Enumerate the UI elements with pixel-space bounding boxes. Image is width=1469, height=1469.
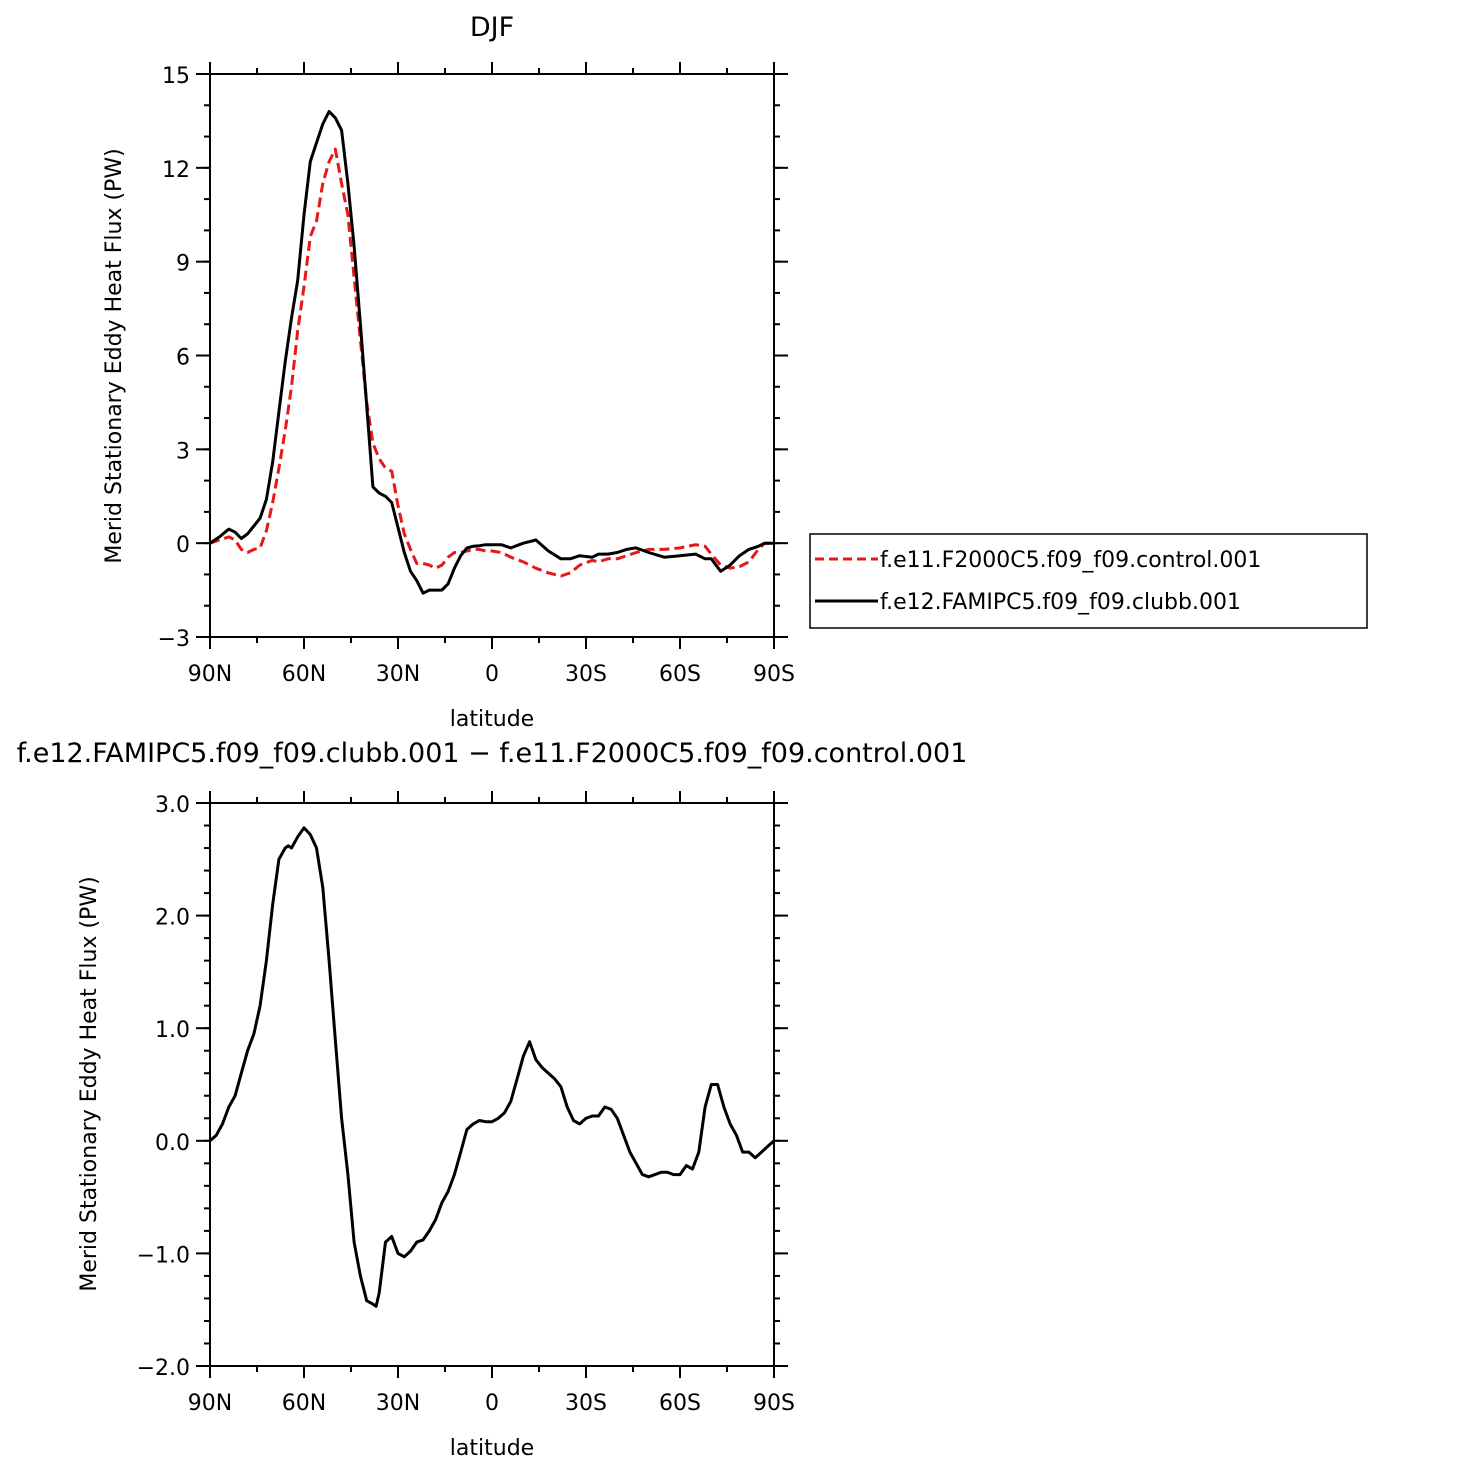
top-x-tick-label: 90N (188, 662, 232, 687)
top-x-tick-label: 60S (659, 662, 701, 687)
bottom-y-tick-label: 3.0 (155, 793, 190, 818)
bottom-x-tick-label: 30N (376, 1391, 420, 1416)
legend-label-control: f.e11.F2000C5.f09_f09.control.001 (880, 548, 1261, 573)
bottom-series-line-0 (209, 826, 775, 1308)
legend: f.e11.F2000C5.f09_f09.control.001 f.e12.… (809, 533, 1368, 629)
bottom-y-tick-label: 1.0 (155, 1018, 190, 1043)
top-y-tick-label: 9 (176, 252, 190, 277)
bottom-panel: f.e12.FAMIPC5.f09_f09.clubb.001 − f.e11.… (17, 738, 968, 1461)
bottom-plot-frame (209, 802, 775, 1367)
top-series-line-0 (209, 147, 774, 578)
bottom-axes: 90N 60N 30N 0 30S 60S 90S −2.0 −1.0 0.0 1.0 2.0 3.0 (137, 791, 795, 1416)
top-chart-title: DJF (470, 12, 514, 43)
bottom-x-tick-label: 0 (485, 1391, 499, 1416)
top-y-tick-label: 6 (176, 346, 190, 371)
top-axes: 90N 60N 30N 0 30S 60S 90S −3 0 3 6 9 12 15 (158, 62, 795, 687)
bottom-y-tick-label: 2.0 (155, 906, 190, 931)
bottom-x-tick-label: 90N (188, 1391, 232, 1416)
bottom-y-tick-label: −2.0 (137, 1356, 190, 1381)
bottom-y-axis-label: Merid Stationary Eddy Heat Flux (PW) (77, 876, 102, 1291)
top-y-tick-label: 3 (176, 439, 190, 464)
bottom-x-tick-label: 60S (659, 1391, 701, 1416)
bottom-x-tick-label: 30S (565, 1391, 607, 1416)
top-y-tick-label: 0 (176, 533, 190, 558)
top-x-tick-label: 30S (565, 662, 607, 687)
top-y-tick-label: 12 (162, 158, 190, 183)
top-y-tick-label: −3 (158, 627, 190, 652)
top-x-tick-label: 60N (282, 662, 326, 687)
top-series-lines (209, 110, 774, 595)
legend-box (809, 533, 1368, 629)
bottom-y-tick-label: 0.0 (155, 1131, 190, 1156)
top-series-line-1 (209, 110, 774, 595)
top-panel: DJF Merid Stationary Eddy Heat Flux (PW)… (102, 12, 795, 732)
bottom-x-tick-label: 90S (753, 1391, 795, 1416)
bottom-x-axis-label: latitude (450, 1436, 534, 1461)
top-x-tick-label: 90S (753, 662, 795, 687)
top-x-tick-label: 30N (376, 662, 420, 687)
legend-label-clubb: f.e12.FAMIPC5.f09_f09.clubb.001 (880, 590, 1241, 615)
top-x-tick-label: 0 (485, 662, 499, 687)
bottom-chart-title: f.e12.FAMIPC5.f09_f09.clubb.001 − f.e11.… (17, 738, 968, 769)
bottom-y-tick-label: −1.0 (137, 1243, 190, 1268)
bottom-series-lines (209, 826, 775, 1308)
top-x-axis-label: latitude (450, 707, 534, 732)
top-y-axis-label: Merid Stationary Eddy Heat Flux (PW) (102, 148, 127, 563)
top-y-tick-label: 15 (162, 64, 190, 89)
bottom-x-tick-label: 60N (282, 1391, 326, 1416)
top-plot-frame (209, 73, 775, 638)
